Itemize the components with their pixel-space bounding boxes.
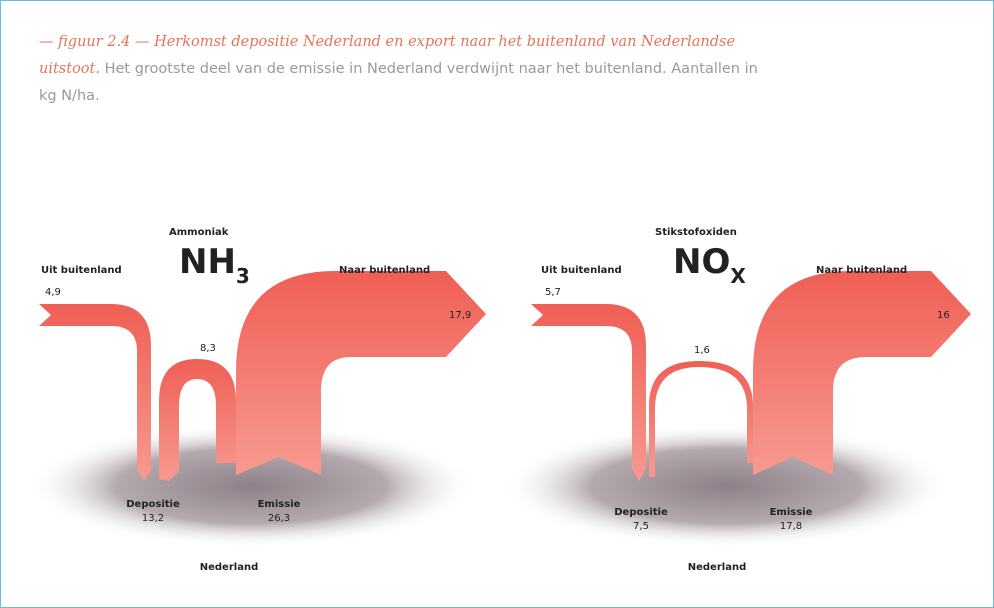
description: Het grootste deel van de emissie in Nede… [39,61,758,104]
panel-name: Stikstofoxiden [655,227,737,238]
export-flow [753,271,971,475]
panel-name: Ammoniak [169,227,229,238]
export-value: 16 [937,310,950,321]
emission-value: 26,3 [268,513,290,524]
formula: NH3 [179,242,250,288]
export-value: 17,9 [449,310,471,321]
title: Herkomst depositie Nederland en export n… [39,34,736,77]
import-value: 5,7 [545,287,561,298]
formula: NOX [673,242,746,288]
import-flow [39,304,151,481]
panel-ammoniak [26,271,486,548]
deposition-label: Depositie [126,499,180,510]
import-value: 4,9 [45,287,61,298]
export-label: Naar buitenland [816,265,907,276]
formula-sub: 3 [236,264,250,288]
deposition-label: Depositie [614,507,668,518]
internal-value: 8,3 [200,343,216,354]
header: — figuur 2.4 — Herkomst depositie Nederl… [39,29,759,110]
emission-label: Emissie [770,507,813,518]
region-label: Nederland [688,562,746,573]
formula-sub: X [730,264,746,288]
formula-main: NO [673,242,730,282]
figure-label: — figuur 2.4 — [39,34,150,50]
internal-flow [159,359,236,481]
import-flow [531,304,646,481]
deposition-value: 7,5 [633,521,649,532]
export-label: Naar buitenland [339,265,430,276]
export-flow [236,271,486,475]
deposition-value: 13,2 [142,513,164,524]
emission-label: Emissie [258,499,301,510]
import-label: Uit buitenland [41,265,122,276]
import-label: Uit buitenland [541,265,622,276]
formula-main: NH [179,242,236,282]
emission-value: 17,8 [780,521,802,532]
panel-stikstofoxiden [501,271,971,548]
region-label: Nederland [200,562,258,573]
internal-value: 1,6 [694,345,710,356]
region-shadow [501,424,951,548]
